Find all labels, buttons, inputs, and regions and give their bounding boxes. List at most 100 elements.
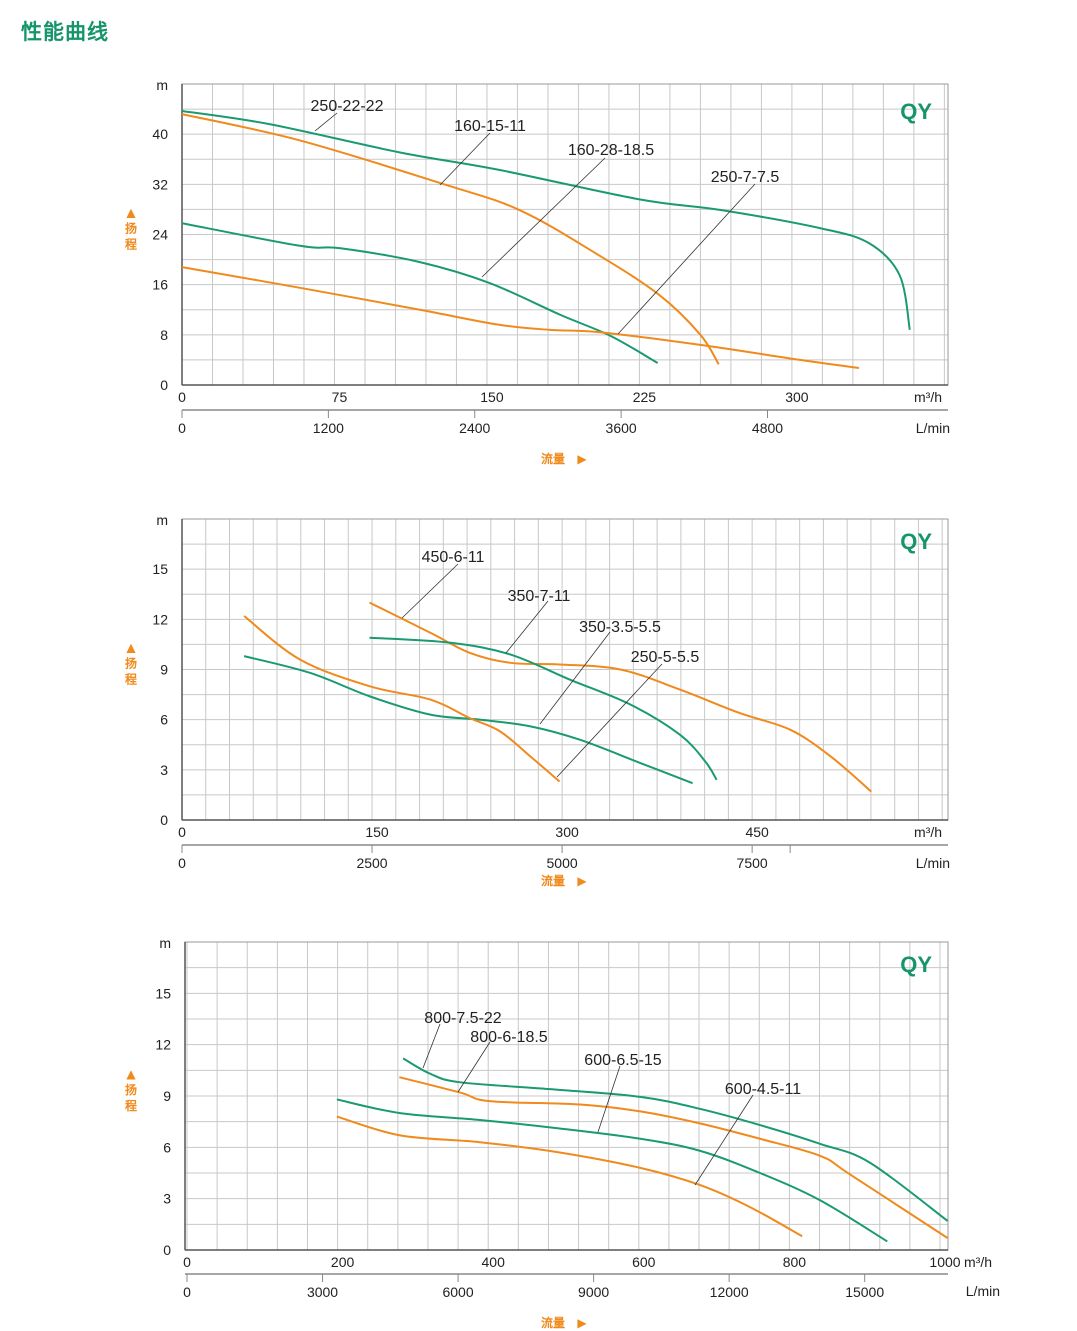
y-tick-label: 15	[155, 985, 171, 1001]
x2-tick-label: 1200	[313, 420, 344, 436]
x-axis-title: 流量	[541, 451, 565, 466]
y-unit-label: m	[156, 512, 168, 528]
arrow-right-icon: ▶	[577, 1316, 587, 1330]
leader-line	[556, 663, 663, 778]
series-curve-350-3.5-5.5	[243, 655, 693, 785]
x2-tick-label: 15000	[845, 1284, 884, 1300]
series-curve-160-15-11	[181, 113, 720, 365]
y-tick-label: 3	[163, 1191, 171, 1207]
x2-tick-label: 4800	[752, 420, 783, 436]
y-axis-title: 程	[125, 237, 137, 252]
chart-3: 0 3 6 9 12 15 m 0 200 400 600 800 1000 m³/h 0 3000 6000 9…	[125, 935, 1000, 1330]
x2-unit-label: L/min	[966, 1283, 1000, 1299]
x-unit-label: m³/h	[914, 824, 942, 840]
x2-tick-label: 0	[178, 855, 186, 871]
leader-line	[457, 1041, 491, 1093]
y-tick-label: 16	[152, 277, 168, 293]
y-tick-label: 6	[163, 1139, 171, 1155]
y-tick-label: 3	[160, 762, 168, 778]
series-curve-250-7-7.5	[181, 266, 860, 370]
page-title: 性能曲线	[21, 20, 109, 44]
series-curve-160-28-18.5	[181, 222, 659, 364]
x-tick-label: 200	[331, 1254, 355, 1270]
x2-unit-label: L/min	[916, 420, 950, 436]
leader-line	[597, 1065, 621, 1133]
series-curve-250-22-22	[181, 109, 911, 330]
series-label: 800-6-18.5	[470, 1029, 547, 1046]
x2-tick-label: 5000	[547, 855, 578, 871]
series-curve-600-6.5-15	[336, 1098, 888, 1243]
x2-tick-label: 9000	[578, 1284, 609, 1300]
y-tick-label: 12	[152, 611, 168, 627]
series-curve-600-4.5-11	[336, 1115, 803, 1238]
leader-line	[481, 157, 606, 278]
leader-line	[539, 631, 611, 725]
chart-2: 0 3 6 9 12 15 m 0 150 300 450 m³/h 0 2500 5000 7500 L/mi…	[125, 512, 950, 888]
series-label: 160-15-11	[454, 118, 526, 135]
chart-1: 0 8 16 24 32 40 m 0 75 150 225 300 m³/h 0 1200 2400 3600…	[125, 77, 950, 466]
arrow-right-icon: ▶	[577, 452, 587, 466]
x2-tick-label: 7500	[737, 855, 768, 871]
y-axis-title: 扬	[125, 221, 137, 236]
series-label: 450-6-11	[422, 549, 485, 566]
x-tick-label: 1000	[929, 1254, 960, 1270]
x-tick-label: 150	[480, 389, 504, 405]
series-label: 250-22-22	[311, 98, 384, 115]
arrow-up-icon: ▲	[126, 1067, 136, 1081]
x-axis-title: 流量	[541, 1315, 565, 1330]
y-axis-title: 扬	[125, 1082, 137, 1097]
leader-line	[505, 600, 549, 654]
x-unit-label: m³/h	[914, 389, 942, 405]
x2-tick-label: 3600	[606, 420, 637, 436]
brand-label: QY	[900, 99, 932, 124]
x-tick-label: 400	[482, 1254, 506, 1270]
y-tick-label: 8	[160, 327, 168, 343]
brand-label: QY	[900, 952, 932, 977]
y-tick-label: 12	[155, 1037, 171, 1053]
x-unit-label: m³/h	[964, 1254, 992, 1270]
x-axis-title: 流量	[541, 873, 565, 888]
x-tick-label: 150	[365, 824, 389, 840]
x2-tick-label: 12000	[710, 1284, 749, 1300]
series-label: 160-28-18.5	[568, 142, 654, 159]
series-curve-250-5-5.5	[243, 615, 561, 783]
series-label: 350-7-11	[508, 588, 571, 605]
series-curve-800-6-18.5	[399, 1076, 949, 1239]
x2-tick-label: 0	[183, 1284, 191, 1300]
x-tick-label: 0	[178, 389, 186, 405]
arrow-up-icon: ▲	[126, 641, 136, 655]
x-tick-label: 0	[178, 824, 186, 840]
series-label: 250-5-5.5	[631, 649, 700, 666]
y-tick-label: 9	[163, 1088, 171, 1104]
brand-label: QY	[900, 529, 932, 554]
x-tick-label: 225	[633, 389, 657, 405]
leader-line	[314, 112, 338, 132]
arrow-up-icon: ▲	[126, 206, 136, 220]
x-tick-label: 450	[745, 824, 769, 840]
y-unit-label: m	[159, 935, 171, 951]
y-tick-label: 24	[152, 227, 168, 243]
y-axis-title: 程	[125, 672, 137, 687]
series-label: 350-3.5-5.5	[579, 619, 661, 636]
leader-line	[439, 132, 491, 186]
series-label: 600-6.5-15	[584, 1052, 661, 1069]
leader-line	[401, 563, 459, 619]
leader-line	[422, 1023, 441, 1069]
y-tick-label: 32	[152, 176, 168, 192]
series-label: 800-7.5-22	[424, 1010, 501, 1027]
x2-unit-label: L/min	[916, 855, 950, 871]
series-label: 600-4.5-11	[725, 1081, 801, 1098]
arrow-right-icon: ▶	[577, 874, 587, 888]
y-unit-label: m	[156, 77, 168, 93]
y-axis-title: 程	[125, 1098, 137, 1113]
y-tick-label: 6	[160, 712, 168, 728]
y-tick-label: 0	[160, 377, 168, 393]
y-tick-label: 0	[163, 1242, 171, 1258]
x-tick-label: 300	[555, 824, 579, 840]
x-tick-label: 0	[183, 1254, 191, 1270]
y-tick-label: 9	[160, 662, 168, 678]
series-curve-450-6-11	[369, 601, 872, 793]
y-tick-label: 15	[152, 561, 168, 577]
x-tick-label: 600	[632, 1254, 656, 1270]
